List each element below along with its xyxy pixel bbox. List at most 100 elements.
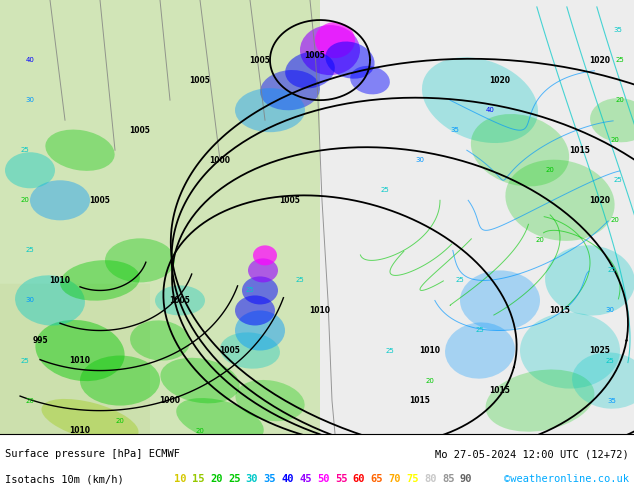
Text: 25: 25: [21, 358, 29, 364]
Ellipse shape: [520, 313, 620, 389]
Text: 25: 25: [21, 147, 29, 153]
Text: 1020: 1020: [590, 196, 611, 205]
Text: 20: 20: [616, 97, 624, 103]
Text: 1020: 1020: [590, 55, 611, 65]
Text: 45: 45: [299, 474, 312, 484]
Text: 20: 20: [536, 237, 545, 244]
Ellipse shape: [160, 358, 240, 403]
Text: 1010: 1010: [49, 276, 70, 285]
Text: 1010: 1010: [309, 306, 330, 315]
Text: 20: 20: [611, 218, 619, 223]
Text: 1005: 1005: [304, 50, 325, 60]
Text: Surface pressure [hPa] ECMWF: Surface pressure [hPa] ECMWF: [5, 449, 180, 459]
Ellipse shape: [5, 152, 55, 188]
Ellipse shape: [242, 276, 278, 304]
Ellipse shape: [235, 311, 285, 350]
Text: 90: 90: [460, 474, 472, 484]
Text: 35: 35: [614, 27, 623, 33]
Ellipse shape: [350, 66, 390, 95]
Text: 55: 55: [335, 474, 347, 484]
Ellipse shape: [300, 25, 360, 75]
Ellipse shape: [460, 270, 540, 330]
Text: 1005: 1005: [129, 126, 150, 135]
Ellipse shape: [46, 129, 115, 171]
Ellipse shape: [220, 332, 280, 368]
Text: 40: 40: [281, 474, 294, 484]
Text: 80: 80: [424, 474, 437, 484]
Text: 25: 25: [456, 277, 464, 283]
Text: ©weatheronline.co.uk: ©weatheronline.co.uk: [504, 474, 629, 484]
Ellipse shape: [60, 260, 140, 301]
Text: 60: 60: [353, 474, 365, 484]
Text: 35: 35: [607, 397, 616, 404]
Text: 85: 85: [442, 474, 455, 484]
Text: 25: 25: [605, 358, 614, 364]
Text: 1005: 1005: [89, 196, 110, 205]
Text: 75: 75: [406, 474, 418, 484]
Text: 30: 30: [246, 474, 258, 484]
Ellipse shape: [545, 245, 634, 316]
Text: 1005: 1005: [250, 55, 271, 65]
Ellipse shape: [325, 42, 375, 79]
Text: 1010: 1010: [420, 346, 441, 355]
Text: 25: 25: [607, 268, 616, 273]
Text: 25: 25: [380, 187, 389, 193]
Text: 25: 25: [614, 177, 623, 183]
Ellipse shape: [572, 352, 634, 409]
Text: 20: 20: [546, 167, 555, 173]
Text: 1005: 1005: [169, 296, 190, 305]
Ellipse shape: [445, 322, 515, 379]
Text: 50: 50: [317, 474, 330, 484]
Text: 25: 25: [616, 57, 624, 63]
Ellipse shape: [260, 70, 320, 110]
Text: 995: 995: [32, 336, 48, 345]
Text: 40: 40: [486, 107, 495, 113]
Text: 10: 10: [174, 474, 187, 484]
Ellipse shape: [248, 258, 278, 282]
Text: 25: 25: [295, 277, 304, 283]
Text: 1000: 1000: [160, 396, 181, 405]
Text: 35: 35: [451, 127, 460, 133]
Text: 1015: 1015: [569, 146, 590, 155]
Ellipse shape: [285, 52, 335, 88]
Ellipse shape: [80, 356, 160, 406]
Text: 25: 25: [476, 327, 484, 334]
Text: 1015: 1015: [550, 306, 571, 315]
Text: 1025: 1025: [590, 346, 611, 355]
Text: 20: 20: [195, 428, 204, 434]
Ellipse shape: [30, 180, 90, 220]
Text: 30: 30: [25, 297, 34, 303]
Text: 1010: 1010: [70, 426, 91, 435]
Text: 1005: 1005: [280, 196, 301, 205]
Ellipse shape: [176, 398, 264, 443]
Ellipse shape: [105, 238, 175, 282]
Text: 20: 20: [25, 397, 34, 404]
Ellipse shape: [253, 245, 277, 266]
Text: 1015: 1015: [489, 386, 510, 395]
Text: 25: 25: [385, 347, 394, 353]
Ellipse shape: [235, 295, 275, 325]
Text: 20: 20: [115, 417, 124, 424]
Text: 20: 20: [20, 197, 29, 203]
Text: 65: 65: [371, 474, 383, 484]
Text: 25: 25: [25, 247, 34, 253]
Text: 30: 30: [605, 307, 614, 314]
Ellipse shape: [315, 22, 355, 58]
Ellipse shape: [235, 380, 305, 421]
Ellipse shape: [422, 57, 538, 143]
Ellipse shape: [486, 369, 595, 432]
Text: 20: 20: [425, 378, 434, 384]
Text: 20: 20: [611, 137, 619, 143]
Text: 1020: 1020: [489, 75, 510, 85]
Ellipse shape: [155, 286, 205, 316]
Text: 70: 70: [389, 474, 401, 484]
Ellipse shape: [235, 88, 305, 132]
Text: 30: 30: [25, 97, 34, 103]
Ellipse shape: [36, 320, 125, 381]
Text: 30: 30: [415, 157, 425, 163]
Text: 20: 20: [210, 474, 223, 484]
Ellipse shape: [15, 275, 85, 325]
Text: 1000: 1000: [209, 156, 231, 165]
Text: 25: 25: [245, 288, 254, 294]
Text: 35: 35: [264, 474, 276, 484]
